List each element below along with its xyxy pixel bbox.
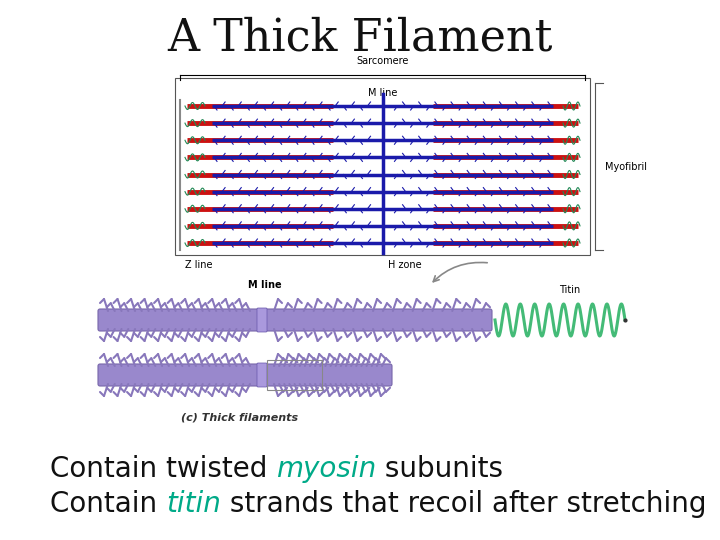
Text: H zone: H zone (387, 260, 421, 270)
Text: M line: M line (368, 88, 397, 98)
Text: Myofibril: Myofibril (605, 161, 647, 172)
FancyBboxPatch shape (98, 309, 492, 331)
FancyBboxPatch shape (257, 308, 267, 332)
Text: subunits: subunits (377, 455, 503, 483)
Text: Contain: Contain (50, 490, 166, 518)
Text: Contain twisted: Contain twisted (50, 455, 276, 483)
Text: myosin: myosin (276, 455, 377, 483)
FancyBboxPatch shape (257, 363, 267, 387)
Bar (175, 78, 590, 255)
Text: A Thick Filament: A Thick Filament (167, 16, 553, 59)
Bar (267, 360, 322, 390)
Text: Z line: Z line (185, 260, 212, 270)
FancyBboxPatch shape (98, 364, 392, 386)
Text: Sarcomere: Sarcomere (356, 56, 409, 66)
Text: titin: titin (166, 490, 221, 518)
Text: Titin: Titin (559, 285, 580, 295)
Text: M line: M line (248, 280, 282, 290)
Text: strands that recoil after stretching: strands that recoil after stretching (221, 490, 706, 518)
Text: (c) Thick filaments: (c) Thick filaments (181, 412, 299, 422)
